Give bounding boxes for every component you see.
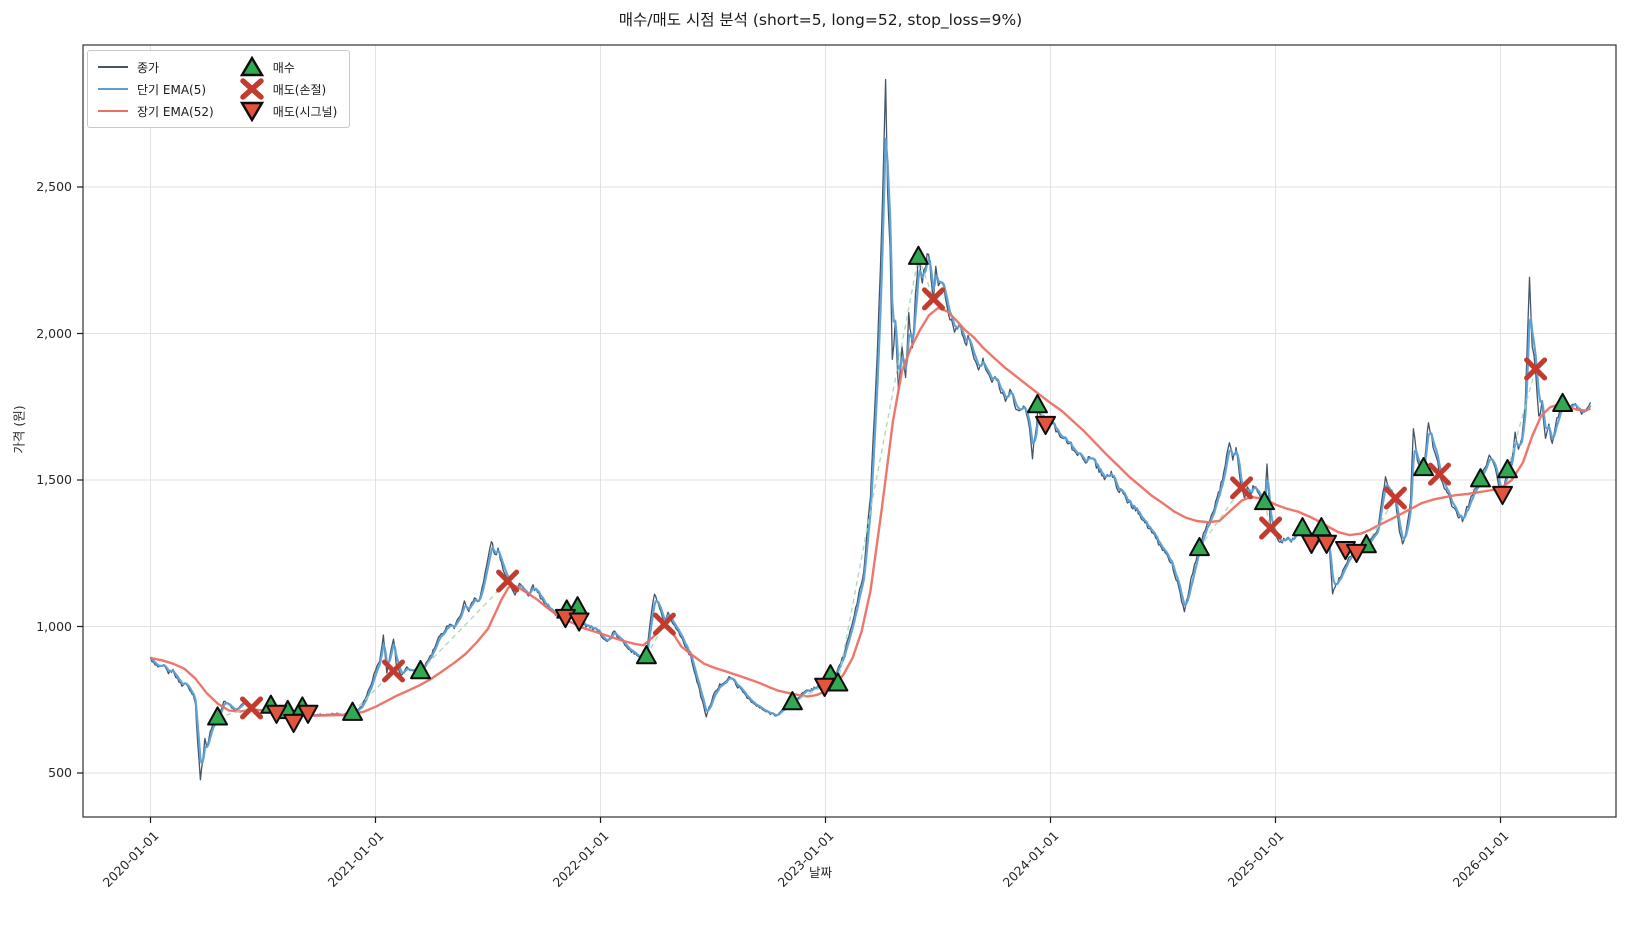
stop-loss-x-marker — [1428, 462, 1452, 486]
sell-signal-marker — [266, 704, 287, 724]
trade-line — [792, 685, 825, 703]
y-tick-label: 1,500 — [36, 472, 72, 487]
stop-loss-x-marker — [1230, 476, 1254, 500]
chart-title: 매수/매도 시점 분석 (short=5, long=52, stop_loss… — [618, 11, 1023, 29]
ema5-line — [149, 137, 1592, 765]
stop-loss-x-marker — [1383, 486, 1407, 510]
sell-signal-marker — [1492, 485, 1514, 506]
buy-marker — [1188, 536, 1210, 557]
legend-label: 종가 — [137, 60, 160, 75]
legend-label: 매도(시그널) — [272, 104, 338, 119]
buy-marker — [1253, 490, 1275, 511]
stop-loss-x-marker — [240, 696, 264, 720]
trade-line — [837, 256, 920, 684]
ema52-line — [150, 306, 1592, 717]
buy-marker — [907, 245, 929, 265]
legend-item: 매도(손절) — [239, 78, 338, 100]
stop-loss-x-marker — [496, 569, 520, 593]
legend-item: 장기 EMA(52) — [98, 102, 214, 120]
x-axis-label: 날짜 — [808, 865, 832, 880]
buy-marker — [781, 691, 803, 711]
stop-loss-x-marker — [652, 612, 676, 636]
buy-marker — [1496, 459, 1518, 479]
sell-signal-marker — [1316, 534, 1338, 554]
legend-item: 매도(시그널) — [239, 100, 338, 122]
plot-border — [82, 44, 1617, 818]
buy-marker — [410, 660, 431, 680]
sell-signal-marker — [297, 704, 319, 724]
buy-marker — [635, 645, 657, 665]
sell-signal-marker — [1301, 534, 1322, 554]
y-tick-label: 500 — [48, 765, 72, 780]
legend-label: 매도(손절) — [272, 82, 327, 97]
buy-marker — [1026, 393, 1048, 414]
trade-line — [419, 580, 509, 672]
buy-marker — [342, 701, 364, 721]
stop-loss-x-marker — [1259, 516, 1283, 540]
legend-item: 단기 EMA(5) — [98, 80, 214, 98]
legend-label: 장기 EMA(52) — [137, 104, 214, 119]
stop-loss-x-marker — [922, 287, 945, 311]
legend-line-swatch — [98, 88, 128, 90]
stop-loss-x-marker — [382, 659, 405, 683]
sell-signal-marker — [814, 677, 836, 697]
y-tick-label: 1,000 — [36, 618, 72, 634]
legend-label: 매수 — [272, 60, 295, 75]
stop-loss-x-icon — [239, 78, 264, 100]
trade-line — [217, 707, 252, 719]
buy-marker — [1469, 468, 1491, 488]
legend-item: 종가 — [98, 58, 214, 76]
trade-line — [1198, 487, 1243, 549]
buy-triangle-icon — [239, 56, 264, 78]
legend-line-swatch — [98, 110, 128, 112]
sell-signal-marker — [283, 713, 305, 734]
legend-item: 매수 — [239, 56, 338, 78]
legend-label: 단기 EMA(5) — [137, 82, 207, 97]
buy-marker — [207, 706, 229, 726]
sell-signal-marker — [568, 612, 590, 632]
buy-marker — [1413, 456, 1435, 477]
buy-marker — [1552, 392, 1574, 413]
y-tick-label: 2,500 — [36, 179, 72, 194]
sell-triangle-icon — [239, 100, 264, 122]
sell-signal-marker — [1346, 543, 1367, 564]
y-tick-label: 2,000 — [36, 325, 72, 341]
stop-loss-x-marker — [1524, 357, 1548, 381]
trade-line — [917, 256, 935, 300]
sell-signal-marker — [1035, 415, 1057, 436]
legend-line-swatch — [98, 66, 128, 68]
plot-background — [83, 45, 1616, 817]
